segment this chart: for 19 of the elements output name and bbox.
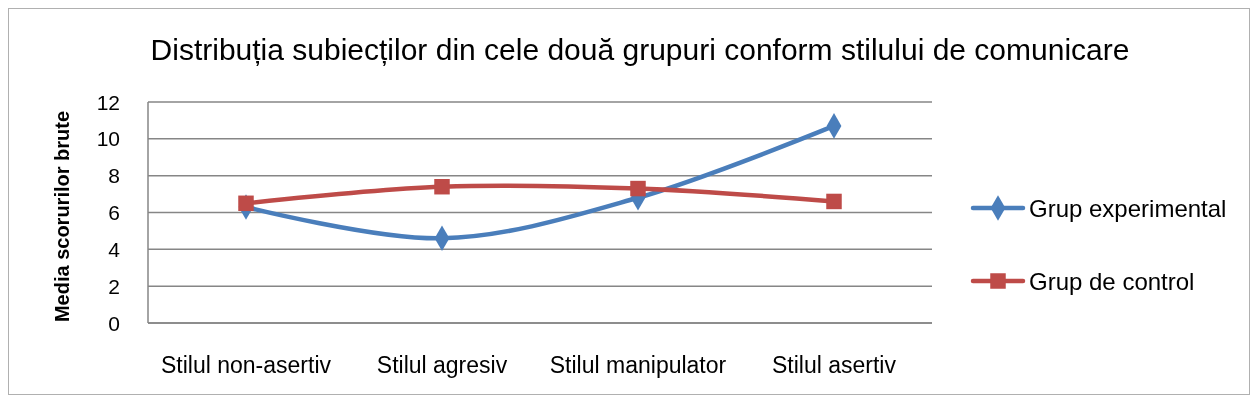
y-axis-title: Media scorurilor brute xyxy=(51,110,73,323)
legend-label: Grup experimental xyxy=(1029,194,1227,222)
point xyxy=(238,195,254,212)
x-tick-label: Stilul asertiv xyxy=(772,352,897,378)
legend-label: Grup de control xyxy=(1029,267,1195,295)
y-tick-label: 10 xyxy=(96,127,120,151)
point xyxy=(434,178,450,195)
x-tick-label: Stilul non-asertiv xyxy=(160,352,332,378)
y-tick-label: 8 xyxy=(108,164,120,188)
y-tick-label: 12 xyxy=(96,90,120,114)
y-tick-label: 0 xyxy=(108,311,120,335)
x-tick-label: Stilul agresiv xyxy=(376,352,508,378)
x-tick-label: Stilul manipulator xyxy=(549,352,727,378)
y-tick-label: 4 xyxy=(108,237,121,261)
chart-title: Distribuția subiecților din cele două grupuri conform stilului de comunicare xyxy=(150,33,1130,66)
y-tick-label: 6 xyxy=(108,201,120,224)
point xyxy=(630,180,646,197)
point xyxy=(826,193,842,210)
y-tick-label: 2 xyxy=(108,274,120,298)
